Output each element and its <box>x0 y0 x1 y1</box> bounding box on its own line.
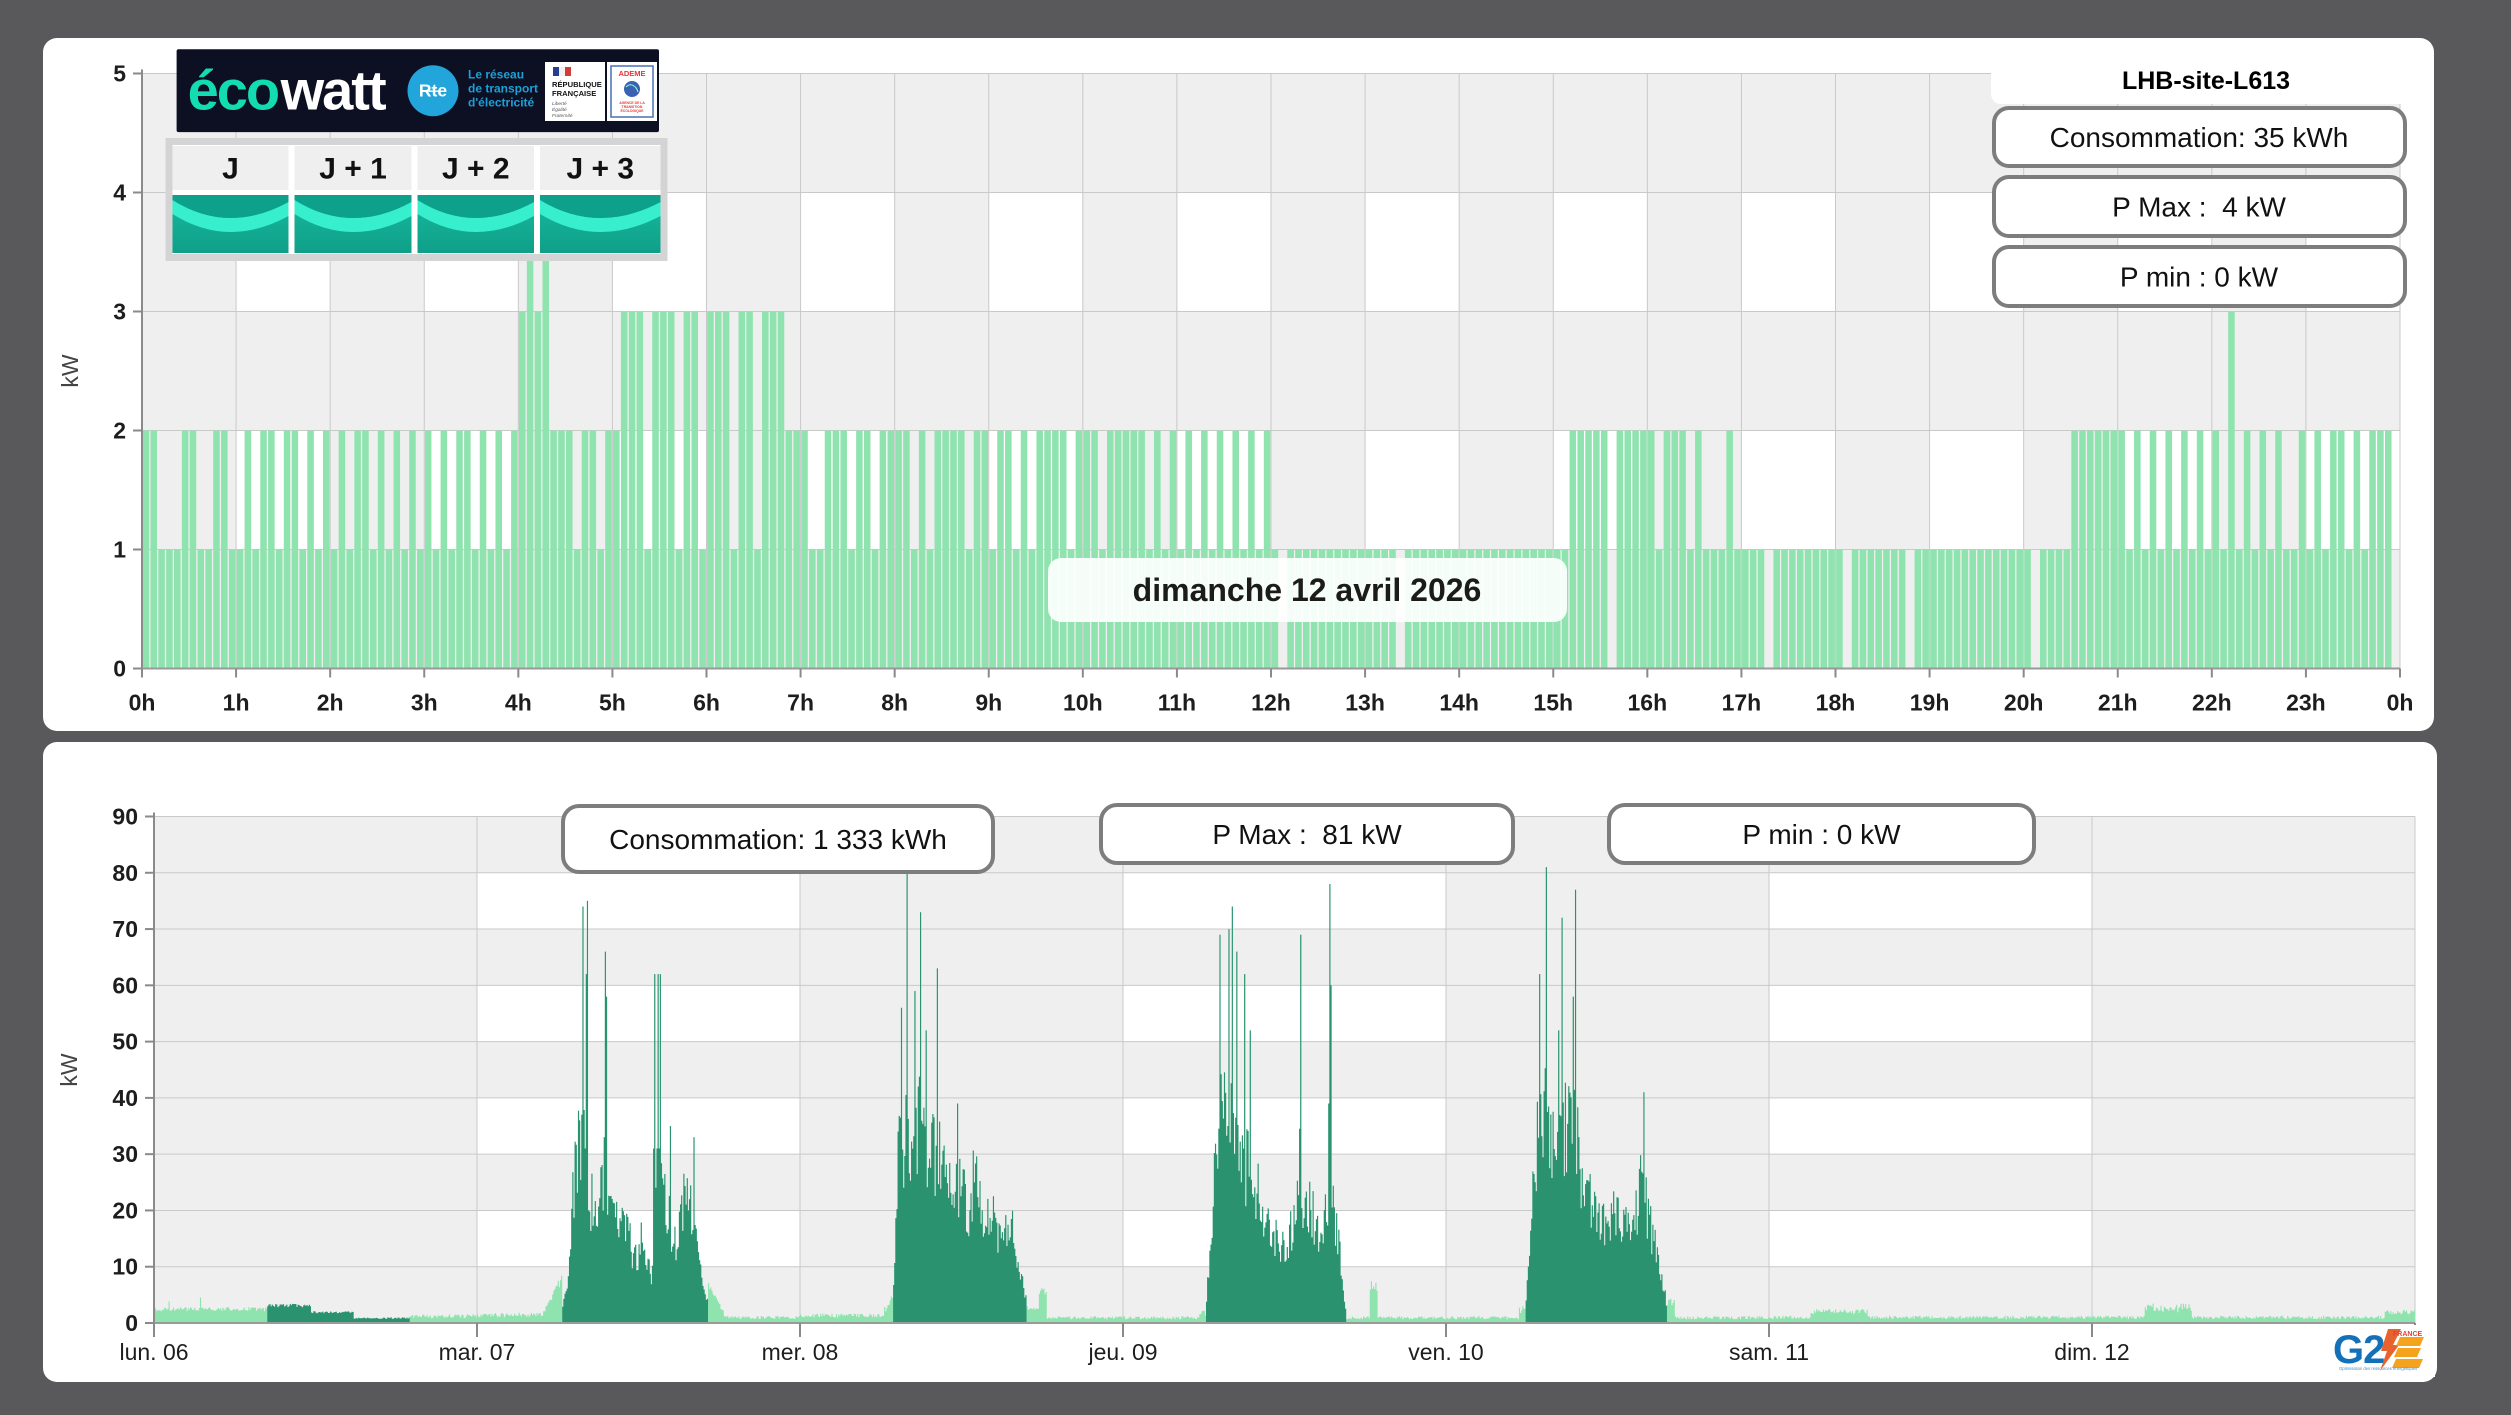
svg-text:Fraternité: Fraternité <box>552 113 573 119</box>
svg-text:16h: 16h <box>1628 690 1668 716</box>
svg-text:0h: 0h <box>2387 690 2414 716</box>
svg-text:éco: éco <box>188 58 279 121</box>
svg-text:50: 50 <box>112 1029 138 1055</box>
svg-text:jeu. 09: jeu. 09 <box>1087 1339 1157 1365</box>
svg-text:Optimisation des ressources én: Optimisation des ressources énergétiques <box>2339 1366 2417 1371</box>
svg-text:8h: 8h <box>881 690 908 716</box>
svg-text:FRANÇAISE: FRANÇAISE <box>552 89 596 98</box>
svg-text:70: 70 <box>112 916 138 942</box>
svg-text:FRANCE: FRANCE <box>2393 1331 2422 1338</box>
svg-text:J + 3: J + 3 <box>566 153 634 186</box>
svg-text:0: 0 <box>113 656 126 682</box>
svg-text:30: 30 <box>112 1141 138 1167</box>
svg-text:12h: 12h <box>1251 690 1291 716</box>
svg-text:kW: kW <box>57 354 83 388</box>
svg-text:dimanche 12 avril 2026: dimanche 12 avril 2026 <box>1133 572 1482 608</box>
svg-text:G2: G2 <box>2333 1328 2384 1372</box>
svg-text:ven. 10: ven. 10 <box>1408 1339 1483 1365</box>
svg-text:Liberté: Liberté <box>552 101 567 107</box>
svg-text:18h: 18h <box>1816 690 1856 716</box>
svg-text:10h: 10h <box>1063 690 1103 716</box>
svg-text:ÉCOLOGIQUE: ÉCOLOGIQUE <box>621 108 645 113</box>
svg-text:P Max : 81 kW: P Max : 81 kW <box>1212 819 1402 850</box>
svg-text:RÉPUBLIQUE: RÉPUBLIQUE <box>552 80 602 89</box>
svg-text:J + 1: J + 1 <box>319 153 387 186</box>
svg-text:0h: 0h <box>129 690 156 716</box>
svg-text:watt: watt <box>280 58 386 121</box>
svg-text:de transport: de transport <box>468 81 538 95</box>
svg-text:17h: 17h <box>1722 690 1762 716</box>
svg-text:P min : 0 kW: P min : 0 kW <box>1742 819 1901 850</box>
svg-text:Consommation: 35 kWh: Consommation: 35 kWh <box>2050 122 2349 153</box>
svg-text:6h: 6h <box>693 690 720 716</box>
svg-text:mar. 07: mar. 07 <box>439 1339 516 1365</box>
svg-text:13h: 13h <box>1345 690 1385 716</box>
svg-text:15h: 15h <box>1533 690 1573 716</box>
svg-text:TRANSITION: TRANSITION <box>622 105 643 109</box>
svg-text:J: J <box>222 153 239 186</box>
svg-text:AGENCE DE LA: AGENCE DE LA <box>619 101 645 105</box>
svg-text:P Max : 4 kW: P Max : 4 kW <box>2112 192 2286 223</box>
svg-text:0: 0 <box>125 1310 138 1336</box>
svg-text:20h: 20h <box>2004 690 2044 716</box>
svg-text:4: 4 <box>113 180 126 206</box>
svg-text:5h: 5h <box>599 690 626 716</box>
svg-text:sam. 11: sam. 11 <box>1729 1339 1809 1365</box>
svg-text:10: 10 <box>112 1254 138 1280</box>
svg-text:2h: 2h <box>317 690 344 716</box>
svg-text:23h: 23h <box>2286 690 2326 716</box>
svg-text:21h: 21h <box>2098 690 2138 716</box>
svg-text:dim. 12: dim. 12 <box>2054 1339 2129 1365</box>
svg-text:3: 3 <box>113 299 126 325</box>
svg-text:LHB-site-L613: LHB-site-L613 <box>2122 67 2290 95</box>
svg-text:lun. 06: lun. 06 <box>119 1339 188 1365</box>
svg-text:60: 60 <box>112 972 138 998</box>
svg-text:80: 80 <box>112 860 138 886</box>
svg-text:7h: 7h <box>787 690 814 716</box>
svg-text:2: 2 <box>113 418 126 444</box>
svg-text:1: 1 <box>113 537 126 563</box>
svg-text:Le réseau: Le réseau <box>468 67 524 81</box>
svg-text:90: 90 <box>112 804 138 830</box>
svg-text:19h: 19h <box>1910 690 1950 716</box>
svg-text:20: 20 <box>112 1197 138 1223</box>
svg-text:P min : 0 kW: P min : 0 kW <box>2120 262 2279 293</box>
svg-text:d'électricité: d'électricité <box>468 95 535 109</box>
svg-text:14h: 14h <box>1439 690 1479 716</box>
svg-text:Égalité: Égalité <box>552 106 567 113</box>
svg-text:kW: kW <box>56 1053 82 1087</box>
svg-text:Consommation: 1 333 kWh: Consommation: 1 333 kWh <box>609 824 947 855</box>
svg-text:4h: 4h <box>505 690 532 716</box>
svg-text:3h: 3h <box>411 690 438 716</box>
svg-text:11h: 11h <box>1158 690 1196 716</box>
svg-text:22h: 22h <box>2192 690 2232 716</box>
svg-text:J + 2: J + 2 <box>442 153 510 186</box>
svg-text:9h: 9h <box>975 690 1002 716</box>
svg-text:mer. 08: mer. 08 <box>762 1339 839 1365</box>
svg-text:5: 5 <box>113 61 126 87</box>
svg-text:40: 40 <box>112 1085 138 1111</box>
svg-text:ADEME: ADEME <box>618 69 645 78</box>
svg-text:1h: 1h <box>223 690 250 716</box>
